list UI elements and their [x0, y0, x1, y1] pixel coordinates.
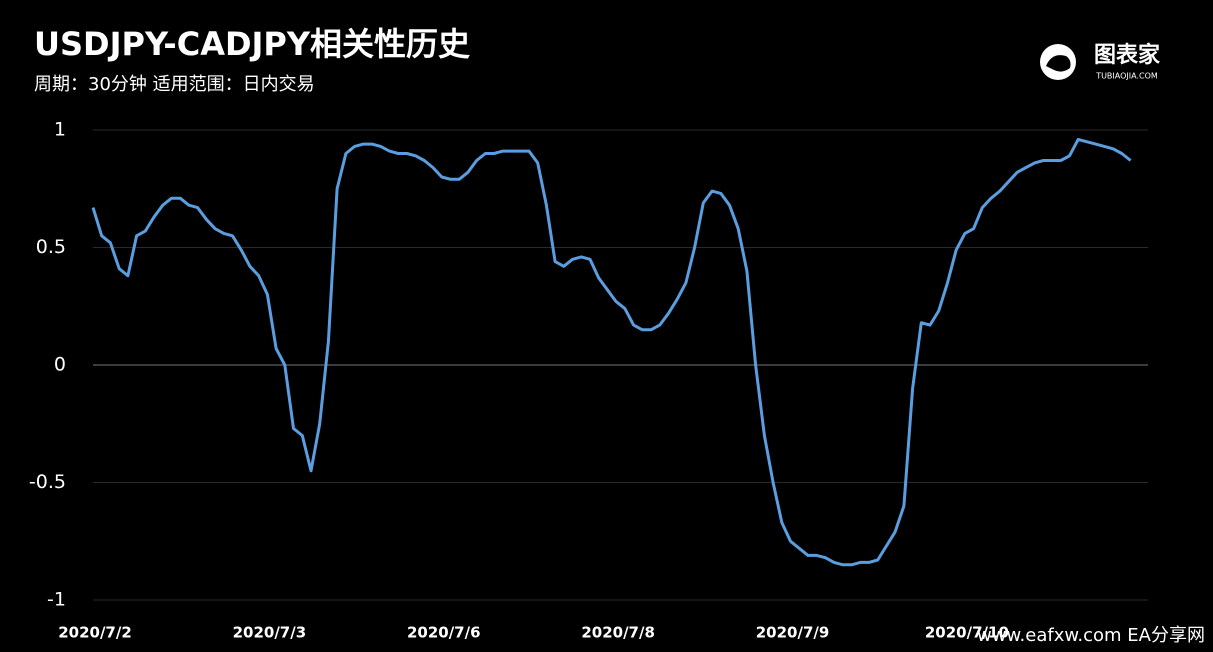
- watermark: www.eafxw.com EA分享网: [977, 625, 1205, 646]
- logo-name: 图表家: [1094, 42, 1161, 68]
- chart-subtitle: 周期：30分钟 适用范围：日内交易: [34, 74, 315, 95]
- x-tick-label: 2020/7/10: [925, 624, 1009, 642]
- series-line: [91, 137, 1132, 567]
- x-tick-label: 2020/7/3: [233, 624, 307, 642]
- y-tick-label: -1: [47, 589, 66, 611]
- logo-icon-detail: [1046, 55, 1071, 72]
- y-tick-label: 0: [54, 354, 66, 376]
- x-tick-label: 2020/7/6: [407, 624, 481, 642]
- y-tick-label: -0.5: [29, 471, 66, 493]
- x-tick-label: 2020/7/8: [581, 624, 655, 642]
- logo: 图表家 TUBIAOJIA.COM: [1040, 42, 1161, 81]
- x-tick-label: 2020/7/2: [58, 624, 132, 642]
- x-tick-label: 2020/7/9: [756, 624, 830, 642]
- y-tick-label: 1: [54, 119, 66, 141]
- y-tick-label: 0.5: [36, 236, 66, 258]
- logo-url: TUBIAOJIA.COM: [1095, 72, 1158, 81]
- chart-title: USDJPY-CADJPY相关性历史: [34, 25, 470, 63]
